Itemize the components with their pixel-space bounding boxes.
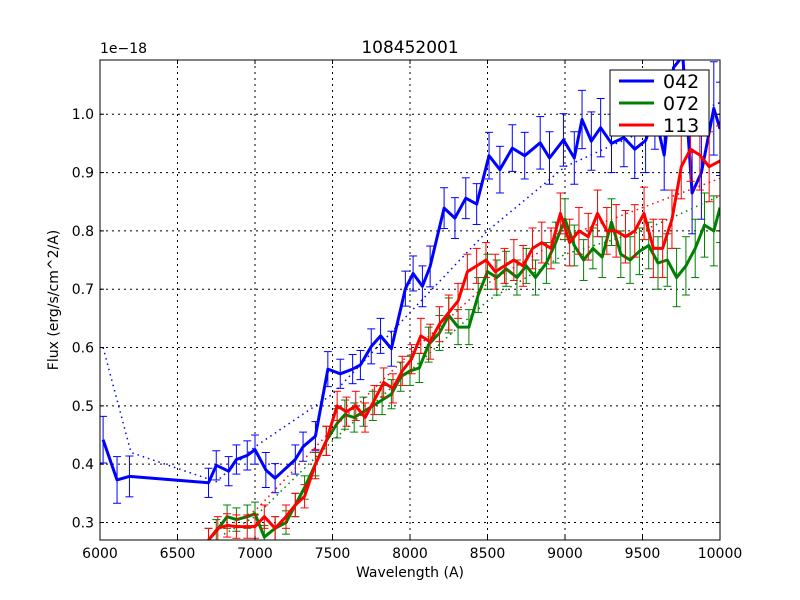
x-axis-label: Wavelength (A) bbox=[356, 565, 464, 581]
y-tick-label: 0.3 bbox=[72, 516, 94, 532]
x-tick-label: 9000 bbox=[547, 546, 583, 562]
x-tick-label: 8000 bbox=[392, 546, 428, 562]
y-tick-label: 1.0 bbox=[72, 107, 94, 123]
axis-ticks: 6000 6500 7000 7500 8000 8500 9000 9500 10000 0.3… bbox=[72, 60, 743, 562]
y-axis-label: Flux (erg/s/cm^2/A) bbox=[46, 230, 62, 370]
y-tick-label: 0.8 bbox=[72, 224, 94, 240]
x-tick-label: 7500 bbox=[315, 546, 351, 562]
y-tick-label: 0.4 bbox=[72, 457, 94, 473]
data-line bbox=[207, 147, 720, 540]
y-tick-label: 0.9 bbox=[72, 166, 94, 182]
y-tick-label: 0.5 bbox=[72, 399, 94, 415]
y-tick-label: 0.6 bbox=[72, 341, 94, 357]
plot-series bbox=[100, 60, 720, 540]
legend-label-113: 113 bbox=[663, 115, 699, 137]
series-113 bbox=[204, 116, 720, 540]
x-tick-label: 6500 bbox=[160, 546, 196, 562]
x-tick-label: 10000 bbox=[698, 546, 743, 562]
legend-label-072: 072 bbox=[663, 93, 699, 115]
chart-title: 108452001 bbox=[361, 38, 458, 58]
x-tick-label: 7000 bbox=[237, 546, 273, 562]
x-tick-label: 6000 bbox=[82, 546, 118, 562]
x-tick-label: 8500 bbox=[470, 546, 506, 562]
legend: 042 072 113 bbox=[609, 69, 710, 137]
x-tick-label: 9500 bbox=[625, 546, 661, 562]
data-line bbox=[101, 60, 720, 485]
legend-label-042: 042 bbox=[663, 71, 699, 93]
y-tick-label: 0.7 bbox=[72, 282, 94, 298]
y-offset-label: 1e−18 bbox=[100, 41, 147, 57]
